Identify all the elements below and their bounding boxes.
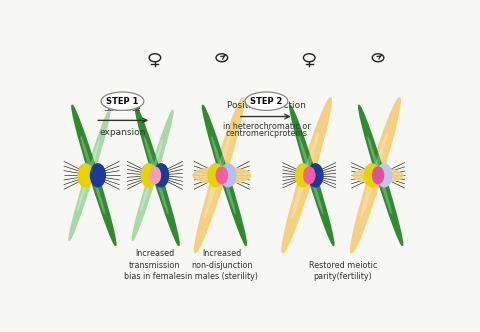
Ellipse shape — [360, 133, 387, 218]
Ellipse shape — [299, 137, 323, 214]
Ellipse shape — [353, 168, 403, 182]
Ellipse shape — [132, 110, 173, 240]
Ellipse shape — [69, 110, 110, 240]
Ellipse shape — [351, 98, 400, 253]
Ellipse shape — [304, 167, 315, 184]
Ellipse shape — [221, 164, 236, 187]
Ellipse shape — [141, 164, 156, 187]
Ellipse shape — [364, 164, 379, 187]
Ellipse shape — [141, 139, 163, 211]
Ellipse shape — [77, 139, 100, 211]
Ellipse shape — [154, 164, 168, 187]
Ellipse shape — [245, 92, 288, 111]
Ellipse shape — [203, 105, 246, 245]
Text: Restored meiotic
parity(fertility): Restored meiotic parity(fertility) — [309, 261, 377, 282]
Ellipse shape — [204, 133, 231, 218]
Text: in heterochromatic or: in heterochromatic or — [223, 122, 310, 131]
Text: Satellite: Satellite — [104, 104, 141, 113]
Ellipse shape — [101, 92, 144, 111]
Text: expansion: expansion — [99, 127, 146, 136]
Ellipse shape — [216, 167, 228, 184]
Ellipse shape — [212, 137, 235, 214]
Ellipse shape — [81, 137, 105, 214]
Ellipse shape — [72, 105, 116, 245]
Ellipse shape — [208, 164, 223, 187]
Ellipse shape — [308, 164, 323, 187]
Ellipse shape — [290, 105, 334, 245]
Ellipse shape — [282, 98, 331, 253]
Ellipse shape — [296, 164, 311, 187]
Text: Increased
non-disjunction
in males (sterility): Increased non-disjunction in males (ster… — [185, 249, 258, 282]
Text: centromericproteins: centromericproteins — [226, 129, 307, 138]
Text: Increased
transmission
bias in females: Increased transmission bias in females — [124, 249, 185, 282]
Text: Positive selection: Positive selection — [227, 101, 306, 110]
Text: STEP 2: STEP 2 — [250, 97, 283, 106]
Ellipse shape — [78, 164, 93, 187]
Ellipse shape — [359, 105, 403, 245]
Ellipse shape — [144, 137, 168, 214]
Ellipse shape — [149, 167, 160, 184]
Ellipse shape — [193, 167, 251, 184]
Ellipse shape — [372, 167, 384, 184]
Ellipse shape — [377, 164, 392, 187]
Text: STEP 1: STEP 1 — [106, 97, 139, 106]
Ellipse shape — [194, 98, 244, 253]
Ellipse shape — [90, 164, 105, 187]
Ellipse shape — [135, 105, 179, 245]
Ellipse shape — [292, 133, 318, 218]
Ellipse shape — [368, 137, 392, 214]
